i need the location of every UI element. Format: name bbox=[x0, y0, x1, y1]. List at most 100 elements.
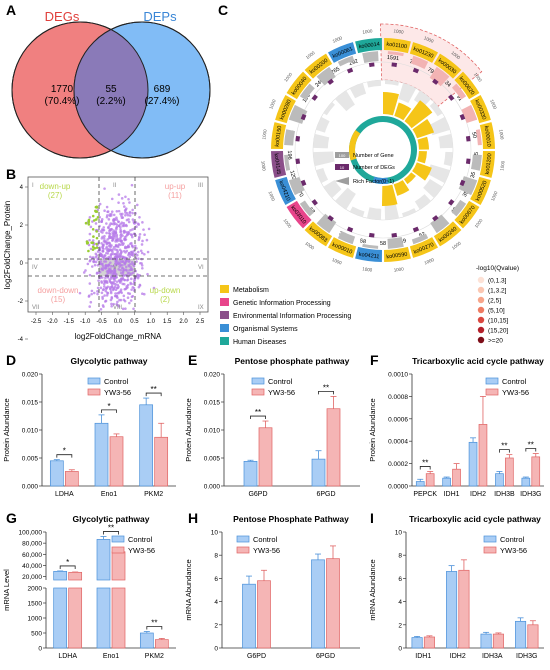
scatter-point bbox=[117, 239, 121, 242]
scatter-point bbox=[110, 297, 114, 300]
scatter-point bbox=[96, 215, 100, 219]
scatter-point bbox=[131, 252, 135, 255]
scatter-point bbox=[117, 268, 120, 271]
y-tick-label: 0.015 bbox=[204, 400, 221, 407]
scatter-point bbox=[92, 235, 95, 238]
y-tick-label: 4 bbox=[398, 599, 402, 606]
pathway-segment bbox=[271, 150, 287, 178]
bar-control-lower bbox=[53, 587, 68, 649]
legend-swatch-control bbox=[485, 377, 499, 385]
scatter-x-tick-label: 0.0 bbox=[114, 319, 123, 325]
bar-treatment bbox=[492, 633, 504, 649]
scatter-point bbox=[130, 261, 134, 264]
scatter-point bbox=[126, 278, 130, 281]
y-tick-label: 10 bbox=[211, 530, 219, 537]
legend-control: Control bbox=[128, 535, 153, 544]
scatter-point bbox=[118, 248, 122, 252]
bar-treatment bbox=[68, 571, 83, 581]
pathway-label: ko00150 bbox=[275, 125, 284, 147]
cat-swatch-human-diseases bbox=[220, 337, 229, 345]
scatter-point bbox=[88, 273, 92, 277]
scatter-point bbox=[131, 254, 135, 257]
bar-treatment-lower bbox=[68, 587, 83, 649]
x-tick-label: IDH3G bbox=[520, 491, 541, 498]
scatter-point bbox=[103, 260, 106, 263]
legend-swatch-treatment bbox=[251, 388, 265, 396]
scatter-point bbox=[129, 233, 133, 236]
qvalue-title: -log10(Qvalue) bbox=[476, 265, 519, 272]
y-tick-label: 1000 bbox=[28, 616, 43, 623]
gene-count-bar bbox=[299, 200, 315, 217]
scatter-x-tick-label: 1.5 bbox=[163, 319, 172, 325]
rich-factor-wedge bbox=[323, 179, 342, 198]
scatter-point bbox=[118, 298, 121, 302]
significance-bracket bbox=[145, 392, 162, 397]
chart-g: Glycolytic pathway mRNA Level 0 500 1000 1500… bbox=[2, 514, 176, 660]
scatter-point bbox=[146, 272, 149, 276]
qvalue-bin-label: (10,15] bbox=[488, 318, 508, 325]
gene-number-labels: 1591777913491855035353549465259585832466… bbox=[286, 55, 480, 247]
y-tick-label: 2000 bbox=[28, 586, 43, 593]
scatter-point bbox=[113, 271, 117, 275]
scatter-point bbox=[99, 307, 103, 311]
venn-overlap-region bbox=[74, 22, 148, 158]
scatter-point bbox=[109, 285, 112, 289]
scale-label: 1000 bbox=[474, 217, 484, 228]
pathway-segment bbox=[275, 176, 296, 206]
scatter-point bbox=[87, 218, 91, 222]
scatter-point bbox=[141, 239, 144, 243]
gene-number: 265 bbox=[330, 66, 341, 76]
scatter-point bbox=[118, 261, 122, 265]
scatter-point bbox=[115, 210, 119, 213]
scatter-point bbox=[122, 249, 126, 253]
scatter-point bbox=[100, 220, 103, 224]
scatter-y-label: log2FoldChange_Protein bbox=[3, 201, 12, 290]
pathway-segment bbox=[470, 94, 491, 124]
y-tick-label: 2 bbox=[398, 622, 402, 629]
scatter-point bbox=[126, 271, 130, 275]
chart-title: Pentose Phosphate Pathway bbox=[233, 514, 349, 524]
scatter-point bbox=[114, 263, 118, 267]
legend-control: Control bbox=[502, 377, 527, 386]
scatter-point bbox=[91, 220, 94, 223]
scatter-point bbox=[127, 264, 130, 267]
scatter-point bbox=[120, 221, 124, 224]
scatter-point bbox=[120, 216, 124, 220]
bar-treatment bbox=[109, 436, 124, 487]
bar-treatment bbox=[326, 408, 341, 487]
scatter-point bbox=[125, 207, 128, 210]
scatter-point bbox=[119, 239, 123, 243]
scatter-point bbox=[89, 258, 92, 262]
scatter-point bbox=[101, 276, 104, 279]
legend-swatch-treatment bbox=[87, 388, 101, 396]
scatter-point bbox=[142, 292, 146, 296]
scatter-point bbox=[103, 209, 106, 213]
scatter-point bbox=[152, 286, 156, 290]
deg-count-bar bbox=[368, 62, 375, 68]
scatter-point bbox=[125, 285, 129, 288]
scatter-point bbox=[110, 244, 113, 247]
scatter-point bbox=[116, 291, 119, 295]
chart-f: Tricarboxylic acid cycle pathway Protein … bbox=[368, 356, 544, 498]
scatter-point bbox=[87, 223, 91, 226]
scatter-point bbox=[109, 290, 113, 293]
center-enrichment-bar bbox=[412, 119, 435, 139]
scatter-x-tick-label: -1.0 bbox=[80, 319, 91, 325]
gene-number: 292 bbox=[348, 59, 359, 68]
enrichment-bars bbox=[284, 51, 482, 249]
x-tick-label: IDH3A bbox=[482, 653, 503, 660]
center-enrichment-bar bbox=[403, 172, 416, 185]
scatter-point bbox=[78, 291, 82, 295]
scale-label: 1000 bbox=[283, 71, 293, 82]
venn-left-pct: (70.4%) bbox=[44, 96, 79, 107]
rich-factor-wedge bbox=[438, 133, 453, 149]
legend-degs-text: Number of DEGs bbox=[353, 165, 395, 171]
gene-count-bar bbox=[430, 214, 450, 234]
scatter-point bbox=[117, 243, 121, 246]
gene-count-bar bbox=[288, 176, 305, 196]
scatter-point bbox=[119, 288, 123, 292]
scatter-point bbox=[99, 286, 103, 290]
scatter-point bbox=[141, 292, 144, 296]
scatter-point bbox=[98, 276, 102, 280]
bar-control bbox=[521, 477, 531, 487]
